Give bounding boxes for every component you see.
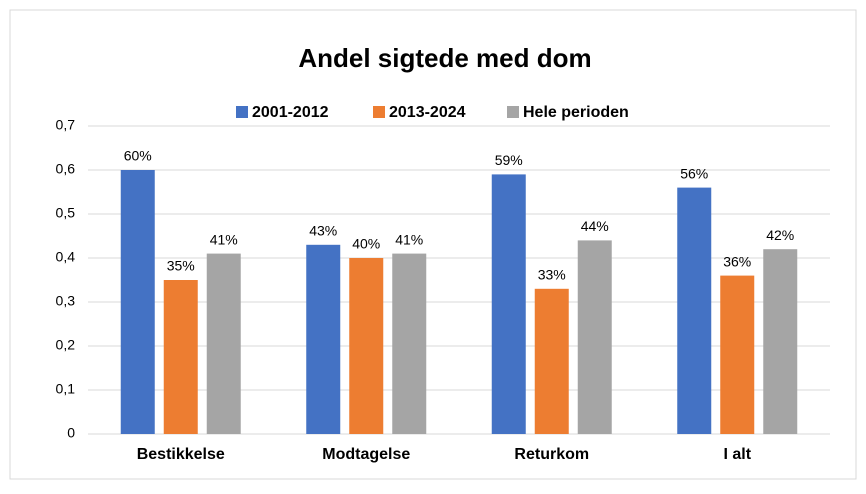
bar xyxy=(763,249,798,434)
bar xyxy=(163,280,198,434)
value-label: 35% xyxy=(167,258,195,274)
x-tick-label: Returkom xyxy=(514,446,589,463)
y-tick-label: 0,5 xyxy=(56,205,76,221)
bar xyxy=(120,170,155,434)
bar xyxy=(677,187,712,434)
legend-swatch xyxy=(373,106,385,118)
y-tick-label: 0,1 xyxy=(56,381,76,397)
y-tick-label: 0,4 xyxy=(56,249,76,265)
value-label: 60% xyxy=(124,148,152,164)
legend-label: Hele perioden xyxy=(523,104,629,121)
bar xyxy=(491,174,526,434)
value-label: 42% xyxy=(766,227,794,243)
legend-swatch xyxy=(507,106,519,118)
value-label: 43% xyxy=(309,223,337,239)
bar xyxy=(392,253,427,434)
legend-label: 2001-2012 xyxy=(252,104,329,121)
value-label: 44% xyxy=(581,218,609,234)
y-tick-label: 0,7 xyxy=(56,117,76,133)
bar xyxy=(534,288,569,434)
value-label: 56% xyxy=(680,165,708,181)
chart-title: Andel sigtede med dom xyxy=(298,43,591,73)
y-tick-label: 0,2 xyxy=(56,337,76,353)
y-tick-label: 0 xyxy=(67,425,75,441)
x-tick-label: Bestikkelse xyxy=(137,446,225,463)
bar xyxy=(720,275,755,434)
value-label: 40% xyxy=(352,236,380,252)
bar xyxy=(349,258,384,434)
bar xyxy=(306,244,341,434)
value-label: 33% xyxy=(538,267,566,283)
y-tick-label: 0,6 xyxy=(56,161,76,177)
value-label: 59% xyxy=(495,152,523,168)
legend-label: 2013-2024 xyxy=(389,104,466,121)
legend-swatch xyxy=(236,106,248,118)
value-label: 41% xyxy=(395,231,423,247)
bar xyxy=(577,240,612,434)
x-tick-label: Modtagelse xyxy=(322,446,410,463)
y-tick-label: 0,3 xyxy=(56,293,76,309)
bar xyxy=(206,253,241,434)
x-tick-label: I alt xyxy=(723,446,751,463)
value-label: 41% xyxy=(210,231,238,247)
value-label: 36% xyxy=(723,253,751,269)
